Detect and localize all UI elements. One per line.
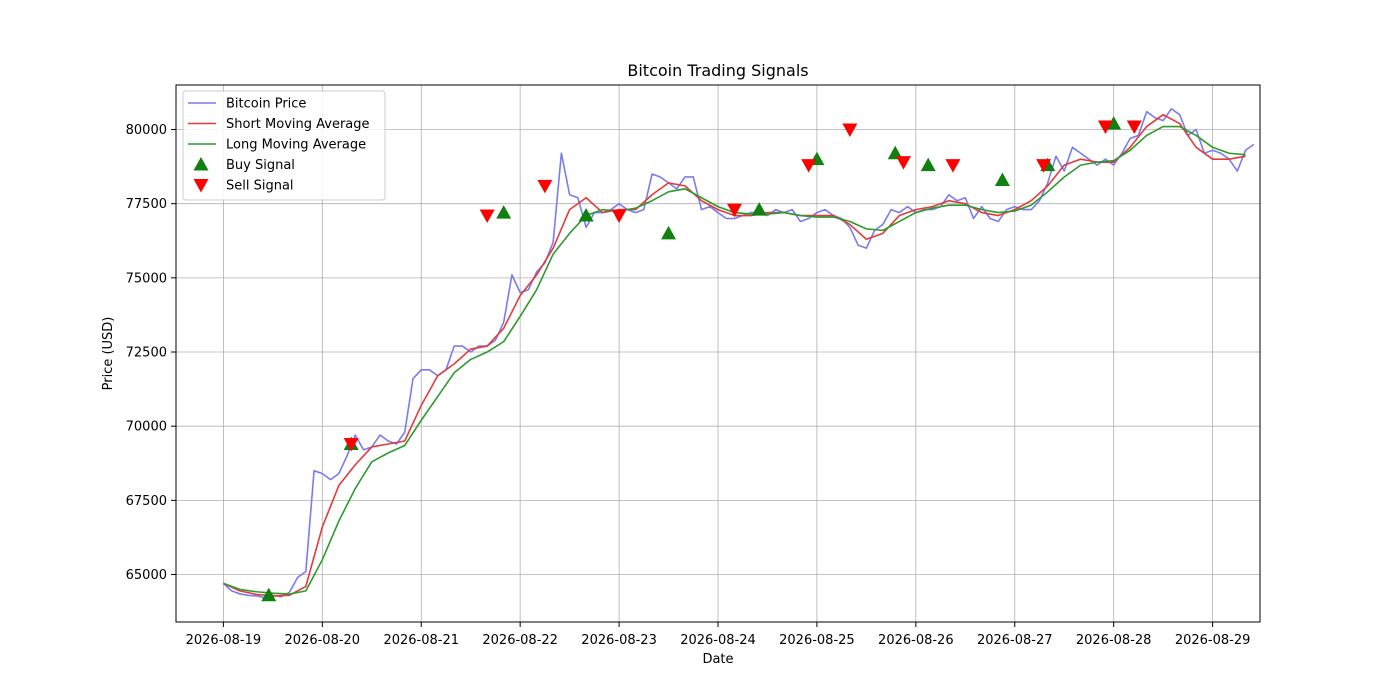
y-tick-label: 70000 bbox=[126, 420, 167, 435]
sell-signal-marker bbox=[479, 209, 495, 224]
plot-area bbox=[222, 107, 1255, 602]
sell-signal-marker bbox=[343, 437, 359, 452]
buy-signal-marker bbox=[1106, 116, 1122, 130]
sell-signal-marker bbox=[726, 203, 742, 218]
sell-signal-marker bbox=[1036, 159, 1052, 173]
x-tick-label: 2026-08-20 bbox=[285, 633, 361, 648]
x-tick-label: 2026-08-25 bbox=[779, 633, 855, 648]
buy-signal-marker bbox=[751, 202, 767, 216]
x-tick-label: 2026-08-22 bbox=[482, 633, 558, 648]
legend-entry-short-ma: Short Moving Average bbox=[188, 117, 370, 132]
legend-entry-long-ma: Long Moving Average bbox=[188, 138, 366, 153]
legend-label: Bitcoin Price bbox=[226, 97, 306, 112]
legend: Bitcoin Price Short Moving Average Long Mo… bbox=[182, 90, 386, 201]
x-tick-label: 2026-08-19 bbox=[186, 633, 262, 648]
legend-label: Sell Signal bbox=[226, 179, 294, 194]
sell-signal-marker bbox=[945, 159, 961, 173]
y-tick-label: 72500 bbox=[126, 346, 167, 361]
chart-title: Bitcoin Trading Signals bbox=[627, 61, 808, 80]
legend-entry-buy: Buy Signal bbox=[193, 157, 295, 173]
x-axis: 2026-08-19 2026-08-20 2026-08-21 2026-08-22… bbox=[186, 622, 1251, 648]
sell-legend-marker bbox=[193, 179, 209, 193]
y-axis-label: Price (USD) bbox=[101, 317, 116, 391]
sell-signal-marker bbox=[611, 209, 627, 224]
grid-lines bbox=[176, 85, 1260, 622]
buy-signal-marker bbox=[920, 157, 936, 172]
y-tick-label: 67500 bbox=[126, 494, 167, 509]
buy-signal-marker bbox=[887, 145, 903, 160]
y-axis: 65000 67500 70000 72500 75000 77500 80000 bbox=[126, 123, 176, 583]
legend-label: Long Moving Average bbox=[226, 138, 366, 153]
x-tick-label: 2026-08-27 bbox=[977, 633, 1053, 648]
x-tick-label: 2026-08-24 bbox=[680, 633, 756, 648]
y-tick-label: 80000 bbox=[126, 123, 167, 138]
x-tick-label: 2026-08-29 bbox=[1175, 633, 1251, 648]
legend-box bbox=[182, 90, 386, 201]
y-tick-label: 75000 bbox=[126, 271, 167, 286]
x-tick-label: 2026-08-28 bbox=[1076, 633, 1152, 648]
sell-signal-marker bbox=[537, 179, 553, 194]
legend-label: Short Moving Average bbox=[226, 117, 370, 132]
buy-signal-marker bbox=[496, 205, 512, 219]
buy-legend-marker bbox=[193, 157, 209, 171]
sell-signal-marker bbox=[895, 156, 911, 170]
x-axis-label: Date bbox=[702, 652, 733, 667]
buy-signal-marker bbox=[661, 225, 677, 240]
sell-signal-marker bbox=[1097, 120, 1113, 135]
legend-entry-price: Bitcoin Price bbox=[188, 97, 306, 112]
sell-signal-marker bbox=[842, 123, 858, 138]
x-tick-label: 2026-08-26 bbox=[878, 633, 954, 648]
y-tick-label: 77500 bbox=[126, 197, 167, 212]
x-tick-label: 2026-08-23 bbox=[581, 633, 657, 648]
y-tick-label: 65000 bbox=[126, 568, 167, 583]
x-tick-label: 2026-08-21 bbox=[383, 633, 459, 648]
legend-entry-sell: Sell Signal bbox=[193, 179, 294, 194]
sell-signal-marker bbox=[801, 159, 817, 173]
buy-signal-marker bbox=[578, 208, 594, 222]
buy-signal-marker bbox=[261, 587, 277, 602]
buy-signal-marker bbox=[994, 172, 1010, 186]
legend-label: Buy Signal bbox=[226, 158, 295, 173]
sell-signal-marker bbox=[1126, 120, 1142, 135]
